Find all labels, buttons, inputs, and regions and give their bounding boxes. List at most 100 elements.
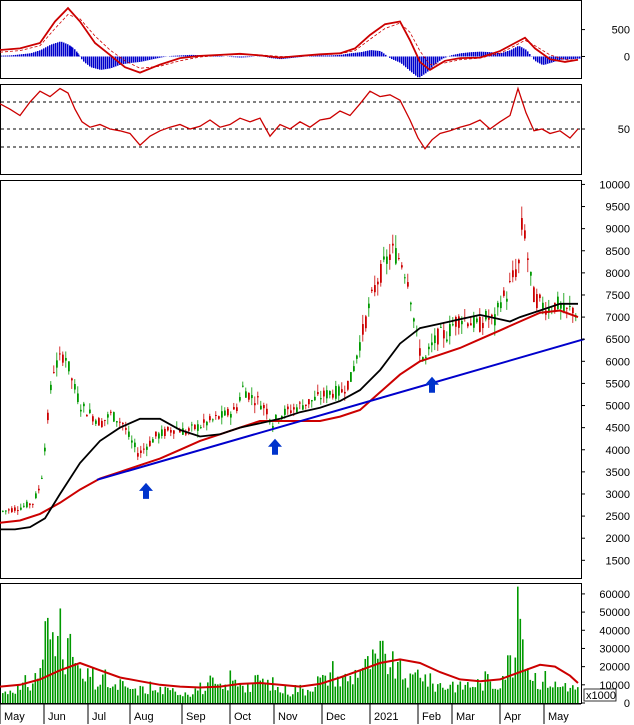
candle-body <box>86 414 88 417</box>
candle-body <box>503 290 505 296</box>
candle-body <box>224 410 226 416</box>
volume-bar <box>159 686 162 703</box>
volume-bar <box>74 663 77 703</box>
candle-body <box>530 271 532 276</box>
candle-body <box>191 424 193 426</box>
volume-bar <box>14 693 17 703</box>
y-tick-label: 30000 <box>599 643 630 655</box>
histogram-bar <box>125 56 127 64</box>
histogram-bar <box>77 53 79 57</box>
volume-bar <box>157 692 159 703</box>
volume-bar <box>577 687 579 703</box>
histogram-bar <box>565 56 567 60</box>
histogram-bar <box>481 51 483 57</box>
y-tick-label: 1500 <box>606 555 630 567</box>
histogram-bar <box>159 56 161 58</box>
histogram-bar <box>21 54 23 57</box>
candle-body <box>413 318 415 322</box>
candle-body <box>386 256 388 264</box>
histogram-bar <box>485 51 487 57</box>
volume-bar <box>422 681 424 703</box>
trendline <box>96 338 585 481</box>
volume-bar <box>42 659 44 703</box>
volume-bar <box>162 694 164 703</box>
month-label: Jun <box>48 711 66 723</box>
candle-body <box>446 339 448 342</box>
candle-body <box>143 448 145 450</box>
candle-body <box>104 419 106 421</box>
histogram-bar <box>527 51 529 57</box>
volume-bar <box>387 674 389 703</box>
volume-bar <box>437 684 439 703</box>
histogram-bar <box>95 56 97 69</box>
volume-bar <box>337 676 339 703</box>
histogram-bar <box>147 56 149 61</box>
histogram-bar <box>155 56 157 59</box>
candle-body <box>566 307 568 309</box>
candle-body <box>17 510 19 512</box>
histogram-bar <box>407 56 409 69</box>
candle-body <box>341 389 343 393</box>
candle-body <box>170 430 172 433</box>
histogram-bar <box>69 45 71 57</box>
histogram-bar <box>89 56 91 67</box>
histogram-bar <box>51 44 53 57</box>
volume-bar <box>269 690 272 703</box>
histogram-bar <box>507 50 509 57</box>
y-tick-label: 0 <box>624 51 630 63</box>
volume-bar <box>139 685 142 703</box>
volume-bar <box>147 694 149 703</box>
histogram-bar <box>191 54 193 57</box>
histogram-bar <box>217 55 219 57</box>
histogram-bar <box>57 42 59 57</box>
candle-body <box>362 324 364 335</box>
candle-body <box>374 285 376 293</box>
histogram-bar <box>461 53 463 57</box>
volume-bar <box>234 679 237 703</box>
histogram-bar <box>373 50 375 57</box>
histogram-bar <box>83 56 85 62</box>
histogram-bar <box>437 56 439 63</box>
y-tick-label: 8500 <box>606 246 630 258</box>
oscillator-line <box>0 6 579 74</box>
volume-bar <box>417 669 419 703</box>
up-arrow-icon <box>425 376 439 393</box>
volume-bar <box>284 684 287 703</box>
volume-bar <box>59 608 62 703</box>
y-tick-label: 3500 <box>606 467 630 479</box>
candle-body <box>548 307 550 313</box>
candle-body <box>125 428 127 430</box>
month-label: Nov <box>278 711 298 723</box>
histogram-bar <box>171 55 173 57</box>
signal-line <box>0 14 579 69</box>
candle-body <box>572 307 574 314</box>
candle-body <box>179 430 181 433</box>
candle-body <box>314 396 316 401</box>
candle-body <box>65 357 67 361</box>
candle-body <box>422 357 424 361</box>
candle-body <box>146 446 148 450</box>
volume-bar <box>307 689 309 703</box>
histogram-bar <box>39 50 41 57</box>
histogram-bar <box>103 56 105 70</box>
candle-body <box>329 390 331 395</box>
candle-body <box>260 405 262 410</box>
histogram-bar <box>427 56 429 72</box>
volume-bar <box>442 687 444 703</box>
y-tick-label: 60000 <box>599 589 630 601</box>
volume-bar <box>127 687 129 703</box>
volume-bar <box>364 658 367 703</box>
candle-body <box>335 385 337 399</box>
month-label: May <box>4 711 25 723</box>
histogram-bar <box>331 55 333 57</box>
histogram-bar <box>247 56 249 58</box>
candle-body <box>539 294 541 299</box>
volume-bar <box>377 658 379 703</box>
histogram-bar <box>55 43 57 57</box>
volume-bar <box>89 676 92 703</box>
histogram-bar <box>149 56 151 60</box>
candle-body <box>89 409 91 414</box>
histogram-bar <box>175 55 177 57</box>
histogram-bar <box>381 51 383 57</box>
volume-bar <box>132 688 134 703</box>
